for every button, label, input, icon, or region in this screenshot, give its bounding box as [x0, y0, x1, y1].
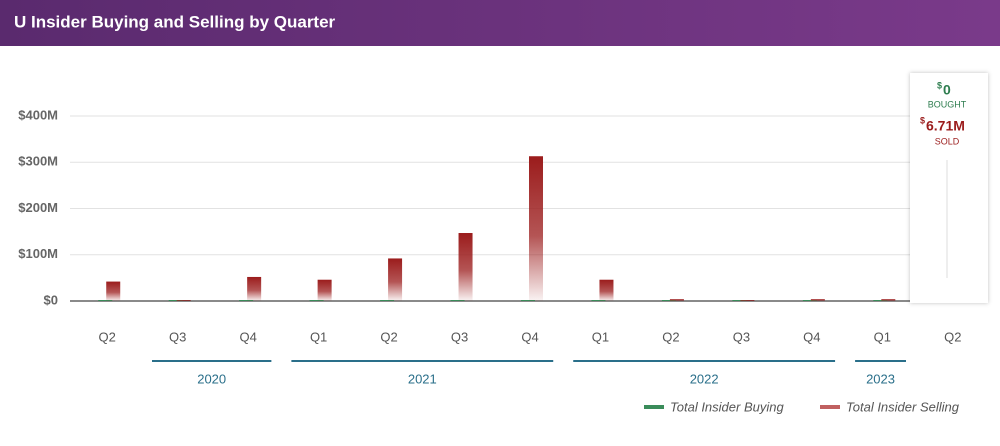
- y-tick-label: $400M: [18, 107, 58, 122]
- tooltip-currency: $: [920, 115, 925, 125]
- y-tick-label: $100M: [18, 246, 58, 261]
- tooltip-box: [910, 73, 988, 303]
- x-tick-label: Q1: [874, 329, 891, 344]
- bar: [450, 300, 465, 301]
- bar: [247, 276, 262, 301]
- y-tick-label: $200M: [18, 200, 58, 215]
- year-label: 2023: [866, 371, 895, 386]
- x-tick-label: Q4: [521, 329, 538, 344]
- header-bar: [0, 0, 1000, 46]
- x-tick-label: Q2: [944, 329, 961, 344]
- legend-label: Total Insider Selling: [846, 399, 960, 414]
- bar: [380, 300, 395, 301]
- tooltip: $ 0 BOUGHT $ 6.71M SOLD: [910, 73, 988, 303]
- legend-swatch: [644, 405, 664, 409]
- year-label: 2021: [408, 371, 437, 386]
- bar: [176, 300, 191, 301]
- bar: [98, 300, 113, 301]
- bar: [802, 300, 817, 301]
- x-tick-label: Q3: [451, 329, 468, 344]
- tooltip-sold-label: SOLD: [935, 136, 960, 146]
- bar: [591, 300, 606, 301]
- x-tick-label: Q1: [310, 329, 327, 344]
- bar: [599, 279, 614, 301]
- bar: [239, 300, 254, 301]
- tooltip-bought-label: BOUGHT: [928, 99, 967, 109]
- bar: [810, 299, 825, 301]
- bar: [168, 300, 183, 301]
- chart-title: U Insider Buying and Selling by Quarter: [14, 12, 336, 31]
- bar: [388, 258, 403, 301]
- tooltip-bought: 0: [943, 82, 951, 98]
- bar: [521, 300, 535, 301]
- bar: [317, 279, 332, 301]
- legend-label: Total Insider Buying: [670, 399, 784, 414]
- y-tick-label: $0: [44, 292, 58, 307]
- bar: [458, 233, 473, 301]
- bar: [732, 300, 747, 301]
- bar: [669, 299, 684, 301]
- y-tick-label: $300M: [18, 154, 58, 169]
- x-tick-label: Q2: [662, 329, 679, 344]
- year-label: 2022: [690, 371, 719, 386]
- x-tick-label: Q4: [803, 329, 820, 344]
- legend-swatch: [820, 405, 840, 409]
- bar: [873, 300, 888, 301]
- bar: [881, 299, 896, 301]
- x-tick-label: Q3: [169, 329, 186, 344]
- x-tick-label: Q2: [99, 329, 116, 344]
- bar: [661, 300, 676, 301]
- tooltip-currency: $: [937, 80, 942, 90]
- x-tick-label: Q3: [733, 329, 750, 344]
- year-label: 2020: [197, 371, 226, 386]
- x-tick-label: Q1: [592, 329, 609, 344]
- x-tick-label: Q4: [239, 329, 256, 344]
- bar: [740, 300, 755, 301]
- bar: [529, 156, 543, 301]
- tooltip-sold: 6.71M: [926, 118, 965, 134]
- x-tick-label: Q2: [380, 329, 397, 344]
- bar: [106, 281, 121, 301]
- bar: [309, 300, 324, 301]
